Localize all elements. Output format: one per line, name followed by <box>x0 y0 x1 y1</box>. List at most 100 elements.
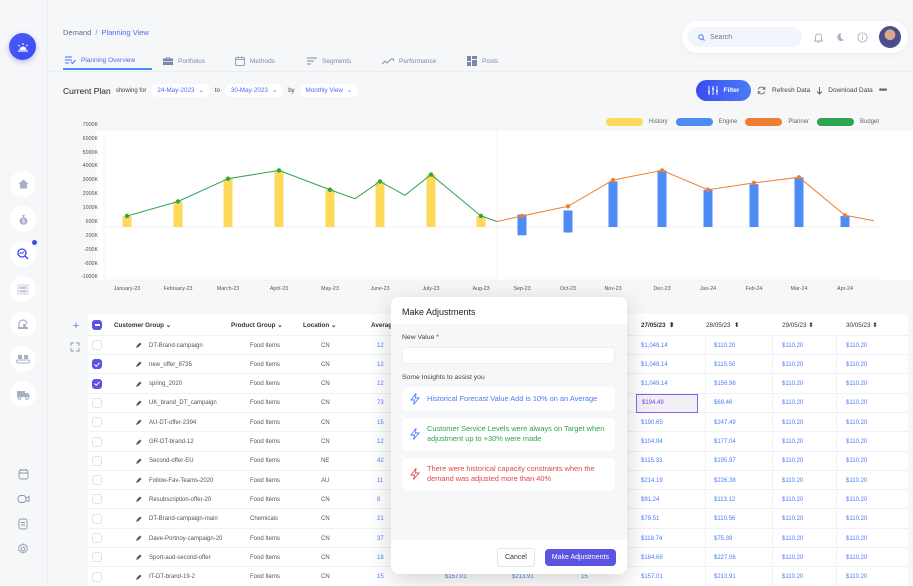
row-checkbox[interactable] <box>92 359 102 370</box>
date-1-cell[interactable]: $1,049.14 <box>641 342 668 349</box>
date-3-cell[interactable]: $110.20 <box>782 419 804 426</box>
edit-icon[interactable] <box>135 336 142 355</box>
add-row-button[interactable]: + <box>72 320 80 332</box>
expand-icon[interactable] <box>70 342 80 352</box>
date-3-cell[interactable]: $110.20 <box>782 342 804 349</box>
select-all-checkbox[interactable] <box>92 320 102 330</box>
date-2-cell[interactable]: $195.97 <box>714 458 736 465</box>
date-1-cell[interactable]: $214.19 <box>641 477 663 484</box>
settings-nav[interactable] <box>16 542 30 556</box>
date-2-cell[interactable]: $69.46 <box>714 400 733 407</box>
edit-icon[interactable] <box>135 452 142 471</box>
view-select[interactable]: Monthly View ⌄ <box>299 84 359 97</box>
col-average[interactable]: Average <box>371 321 396 329</box>
date-2-cell[interactable]: $115.50 <box>714 361 736 368</box>
date-3-cell[interactable]: $110.20 <box>782 361 804 368</box>
nav-production[interactable] <box>10 311 36 337</box>
date-4-cell[interactable]: $110.20 <box>846 419 868 426</box>
row-checkbox[interactable] <box>92 417 102 428</box>
date-3-cell[interactable]: $110.20 <box>782 400 804 407</box>
date-2-cell[interactable]: $227.06 <box>714 554 736 561</box>
tab-planning-overview[interactable]: Planning Overview <box>63 52 152 70</box>
notifications-button[interactable] <box>812 31 824 43</box>
date-2-cell[interactable]: $213.91 <box>714 574 736 581</box>
value-cell[interactable]: $157.01 <box>445 574 467 581</box>
date-3-cell[interactable]: $110.20 <box>782 535 804 542</box>
date-3-cell[interactable]: $110.20 <box>782 496 804 503</box>
search-input[interactable] <box>710 33 790 41</box>
row-checkbox[interactable] <box>92 340 102 350</box>
tab-performance[interactable]: Performance <box>380 52 465 70</box>
date-1-cell[interactable]: $91.24 <box>641 496 660 503</box>
date-2-cell[interactable]: $110.56 <box>714 516 736 523</box>
info-button[interactable] <box>856 31 868 43</box>
row-checkbox[interactable] <box>92 475 102 486</box>
nav-money[interactable]: $ <box>10 206 36 232</box>
col-product-group[interactable]: Product Group ⌄ <box>231 321 283 329</box>
row-checkbox[interactable] <box>92 494 102 505</box>
row-checkbox[interactable] <box>92 397 102 408</box>
notes-nav[interactable] <box>16 517 30 531</box>
date-3-cell[interactable]: $110.20 <box>782 516 804 523</box>
date-4-cell[interactable]: $110.20 <box>846 342 868 349</box>
date-1-cell[interactable]: $194.49 <box>636 393 698 413</box>
date-1-cell[interactable]: $79.51 <box>641 516 660 523</box>
date-1-cell[interactable]: $1,049.14 <box>641 381 668 388</box>
row-checkbox[interactable] <box>92 552 102 563</box>
date-4-cell[interactable]: $110.20 <box>846 400 868 407</box>
col-date-3[interactable]: 29/05/23 ⬍ <box>782 321 814 329</box>
row-checkbox[interactable] <box>92 455 102 466</box>
date-4-cell[interactable]: $110.20 <box>846 458 868 465</box>
refresh-button[interactable]: Refresh Data <box>757 86 810 95</box>
edit-icon[interactable] <box>135 355 142 374</box>
col-date-1[interactable]: 27/05/23 ⬍ <box>641 321 675 329</box>
cancel-button[interactable]: Cancel <box>497 547 535 567</box>
date-2-cell[interactable]: $247.49 <box>714 419 736 426</box>
breadcrumb-parent[interactable]: Demand <box>63 28 92 37</box>
date-1-cell[interactable]: $118.74 <box>641 535 663 542</box>
app-logo[interactable] <box>9 33 36 60</box>
download-button[interactable]: Download Data <box>816 86 873 95</box>
row-checkbox[interactable] <box>92 378 102 389</box>
edit-icon[interactable] <box>135 413 142 432</box>
new-value-input[interactable] <box>402 347 615 364</box>
date-3-cell[interactable]: $110.20 <box>782 381 804 388</box>
date-2-cell[interactable]: $156.96 <box>714 381 736 388</box>
date-3-cell[interactable]: $110.20 <box>782 574 804 581</box>
date-1-cell[interactable]: $184.69 <box>641 554 663 561</box>
date-2-cell[interactable]: $226.38 <box>714 477 736 484</box>
edit-icon[interactable] <box>135 490 142 509</box>
edit-icon[interactable] <box>135 394 142 413</box>
video-nav[interactable] <box>16 492 30 506</box>
col-date-4[interactable]: 30/05/23 ⬍ <box>846 321 878 329</box>
value-cell[interactable]: 15 <box>581 574 588 581</box>
row-checkbox[interactable] <box>92 571 102 582</box>
row-checkbox[interactable] <box>92 513 102 524</box>
date-3-cell[interactable]: $110.20 <box>782 477 804 484</box>
edit-icon[interactable] <box>135 510 142 529</box>
tab-posts[interactable]: Posts <box>465 52 525 70</box>
edit-icon[interactable] <box>135 433 142 452</box>
row-checkbox[interactable] <box>92 436 102 447</box>
date-4-cell[interactable]: $110.20 <box>846 477 868 484</box>
to-date-select[interactable]: 30-May-2023 ⌄ <box>224 84 284 97</box>
nav-home[interactable] <box>10 171 36 197</box>
edit-icon[interactable] <box>135 568 142 586</box>
search-box[interactable] <box>688 27 802 47</box>
date-1-cell[interactable]: $1,049.14 <box>641 361 668 368</box>
date-2-cell[interactable]: $177.04 <box>714 439 736 445</box>
tab-portfolios[interactable]: Portfolios <box>161 52 233 70</box>
date-4-cell[interactable]: $110.20 <box>846 535 868 542</box>
nav-inventory[interactable] <box>10 346 36 372</box>
date-4-cell[interactable]: $110.20 <box>846 361 868 368</box>
filter-button[interactable]: Filter <box>696 80 751 101</box>
tab-segments[interactable]: Segments <box>305 52 380 70</box>
col-date-2[interactable]: 28/05/23 ⬍ <box>706 321 740 329</box>
date-1-cell[interactable]: $190.65 <box>641 419 663 426</box>
calendar-nav[interactable] <box>16 467 30 481</box>
date-3-cell[interactable]: $110.20 <box>782 439 804 445</box>
date-4-cell[interactable]: $110.20 <box>846 516 868 523</box>
from-date-select[interactable]: 24-May-2023 ⌄ <box>151 84 210 97</box>
edit-icon[interactable] <box>135 375 142 394</box>
date-3-cell[interactable]: $110.20 <box>782 458 804 465</box>
